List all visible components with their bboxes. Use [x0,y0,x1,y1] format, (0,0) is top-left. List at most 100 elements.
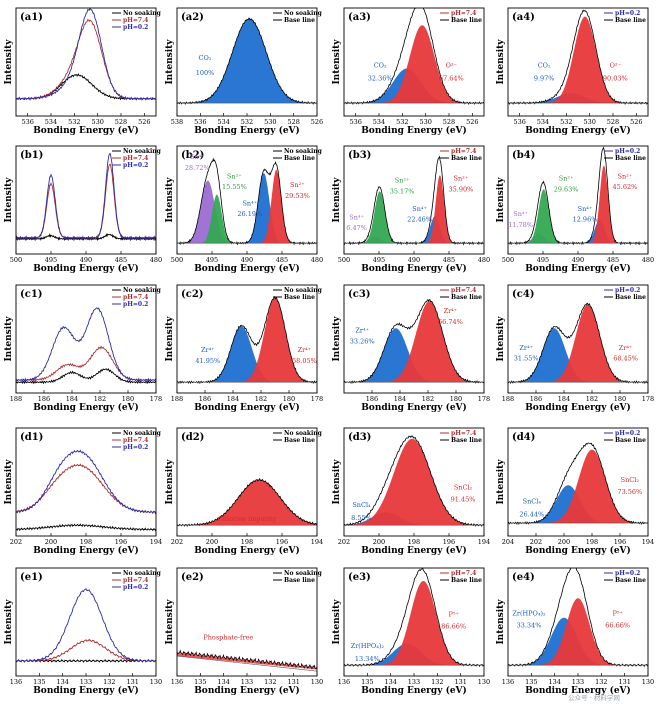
x-tick-label: 135 [361,678,373,686]
y-axis-label: Intensity [332,39,342,85]
panel-e4: 136 135 134 133 132 131 130 Bonding Energy (eV)… [496,567,654,696]
plot-frame [507,145,649,255]
x-tick-label: 534 [537,118,549,126]
x-axis-label: Bonding Energy (eV) [33,545,139,556]
component-peak-2 [508,449,648,523]
peak-annotation: Sn⁴⁺ [412,205,427,213]
legend-entry: pH=0.2 [615,148,640,155]
panel-e1: 136 135 134 133 132 131 130 Bonding Energy (eV)… [4,567,162,696]
series-line-no-soaking [16,368,156,385]
x-tick-label: 480 [150,256,162,264]
x-tick-label: 136 [338,678,350,686]
peak-annotation: CO₂ [374,61,387,69]
y-axis-label: Intensity [4,177,14,223]
x-tick-label: 536 [21,118,33,126]
peak-annotation: 90.03% [603,74,628,82]
x-tick-label: 485 [443,256,455,264]
peak-annotation: 91.45% [451,495,476,503]
series-line-ph-7-4 [16,346,156,383]
plot-frame [507,7,649,117]
x-tick-label: 200 [373,538,385,546]
peak-annotation: Zr(HPO₄)₂ [512,610,546,618]
x-axis-label: Bonding Energy (eV) [194,263,300,274]
x-tick-label: 480 [478,256,490,264]
x-tick-label: 500 [10,256,22,264]
x-tick-label: 178 [478,395,490,403]
component-peak-2 [344,438,484,526]
x-tick-label: 495 [206,256,218,264]
peak-annotation: O²⁻ [610,61,621,69]
component-peak-2 [344,191,484,244]
peak-annotation: CO₂ [538,61,551,69]
x-tick-label: 178 [311,395,323,403]
peak-annotation: Zr⁴⁺ [519,344,533,352]
x-axis-label: Bonding Energy (eV) [525,402,631,413]
plot-area [344,155,484,246]
panel-d3: 202 200 198 196 194 Bonding Energy (eV) Intens… [332,427,490,556]
x-tick-label: 534 [373,118,385,126]
panel-label: (b1) [20,150,43,161]
panel-d2: 202 200 198 196 194 Bonding Energy (eV) Intens… [165,427,323,556]
component-peak-1 [344,328,484,383]
x-tick-label: 184 [558,395,570,403]
peak-annotation: 67.64% [439,74,464,82]
x-tick-label: 500 [171,256,183,264]
x-tick-label: 194 [478,538,490,546]
legend-entry: pH=7.4 [451,148,476,155]
series-line-ph-0-2 [16,307,156,382]
x-axis-label: Bonding Energy (eV) [525,263,631,274]
panel-label: (b3) [348,150,371,161]
legend-entry: No soaking [284,148,323,155]
panel-label: (c4) [512,289,535,300]
envelope-line [177,477,317,527]
peak-annotation: 100% [196,69,215,77]
peak-annotation: 15.55% [222,183,247,191]
x-axis-label: Bonding Energy (eV) [33,263,139,274]
panel-e2: 136 135 134 133 132 131 130 Bonding Energy (eV)… [165,567,323,696]
x-tick-label: 184 [227,395,239,403]
plot-area [508,302,648,384]
x-tick-label: 530 [583,118,595,126]
y-axis-label: Intensity [496,599,506,645]
x-tick-label: 526 [138,118,150,126]
legend-entry: Base line [284,437,315,444]
x-axis-label: Bonding Energy (eV) [33,685,139,696]
y-axis-label: Intensity [165,459,175,505]
x-tick-label: 180 [450,395,462,403]
x-tick-label: 131 [126,678,138,686]
legend-entry: pH=0.2 [123,24,148,31]
x-tick-label: 134 [56,678,68,686]
x-tick-label: 194 [311,538,323,546]
panel-c3: 186 184 182 180 178 Bonding Energy (eV) Intens… [332,284,490,413]
panel-a2: 538 536 534 532 530 528 526 Bonding Energy (eV)… [165,7,323,136]
component-peak-1 [177,479,317,526]
legend-entry: pH=0.2 [615,10,640,17]
envelope-line [344,568,484,668]
y-axis-label: Intensity [496,39,506,85]
x-tick-label: 180 [614,395,626,403]
component-peak-2 [508,304,648,383]
peak-annotation: 66.74% [438,318,463,326]
x-tick-label: 495 [373,256,385,264]
x-axis-label: Bonding Energy (eV) [525,685,631,696]
peak-annotation: 66.66% [605,621,630,629]
watermark-text: 公众号 · 材料学网 [568,693,620,702]
series-line-no-soaking [16,523,156,532]
legend-entry: pH=7.4 [451,570,476,577]
series-line-no-soaking [16,73,156,101]
legend-entry: Base line [615,577,646,584]
series-line-ph-0-2 [16,449,156,515]
component-peak-4 [177,169,317,244]
x-tick-label: 182 [94,395,106,403]
peak-annotation: 11.78% [508,221,533,229]
plot-area [344,298,484,384]
x-tick-label: 188 [10,395,22,403]
component-peak-2 [177,298,317,383]
x-tick-label: 532 [396,118,408,126]
y-axis-label: Intensity [165,599,175,645]
envelope-line [344,8,484,105]
plot-area [508,568,648,668]
x-tick-label: 130 [150,678,162,686]
